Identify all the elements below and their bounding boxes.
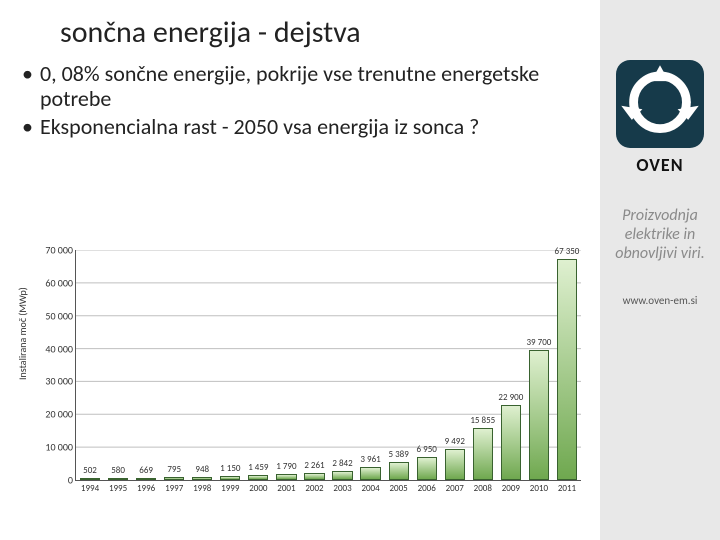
data-label: 1 150 [220, 463, 240, 474]
x-tick-label: 2001 [277, 483, 295, 494]
bar [389, 462, 409, 480]
brand-name: OVEN [606, 154, 714, 176]
y-tick-label: 70 000 [45, 244, 73, 257]
x-tick-label: 2003 [333, 483, 351, 494]
bar [220, 476, 240, 480]
y-tick-label: 60 000 [45, 276, 73, 289]
data-label: 2 261 [304, 460, 324, 471]
data-label: 6 950 [417, 444, 437, 455]
y-axis-label: Instalirana moč (MWp) [16, 287, 29, 380]
brand-logo [616, 60, 704, 148]
x-tick-label: 2010 [530, 483, 548, 494]
data-label: 1 459 [248, 462, 268, 473]
y-tick-label: 30 000 [45, 375, 73, 388]
bullet-list: 0, 08% sončne energije, pokrije vse tren… [22, 61, 600, 139]
bar [80, 478, 100, 480]
x-tick-label: 2011 [558, 483, 576, 494]
x-tick-label: 2007 [446, 483, 464, 494]
data-label: 948 [195, 464, 209, 475]
data-label: 669 [139, 465, 153, 476]
data-label: 22 900 [498, 392, 523, 403]
data-label: 67 350 [555, 246, 580, 257]
x-tick-label: 2002 [305, 483, 323, 494]
plot-area: 502199458019956691996795199794819981 150… [75, 250, 581, 481]
bar [108, 478, 128, 480]
page-title: sončna energija - dejstva [60, 14, 600, 51]
bars-container: 502199458019956691996795199794819981 150… [76, 250, 581, 480]
data-label: 2 842 [332, 458, 352, 469]
slide: sončna energija - dejstva 0, 08% sončne … [0, 0, 720, 540]
bar [304, 473, 324, 480]
bullet-item: 0, 08% sončne energije, pokrije vse tren… [22, 61, 600, 112]
x-tick-label: 1999 [221, 483, 239, 494]
x-tick-label: 1996 [137, 483, 155, 494]
bar [136, 478, 156, 480]
brand-tagline: Proizvodnja elektrike in obnovljivi viri… [606, 206, 714, 264]
y-tick-label: 50 000 [45, 309, 73, 322]
bar [417, 457, 437, 480]
bar [557, 259, 577, 480]
data-label: 9 492 [445, 436, 465, 447]
x-tick-label: 1998 [193, 483, 211, 494]
bar [248, 475, 268, 480]
bar [501, 405, 521, 480]
data-label: 39 700 [526, 337, 551, 348]
bar [360, 467, 380, 480]
bar [276, 474, 296, 480]
bar [332, 471, 352, 480]
x-tick-label: 2000 [249, 483, 267, 494]
data-label: 3 961 [360, 454, 380, 465]
data-label: 15 855 [470, 415, 495, 426]
main-area: sončna energija - dejstva 0, 08% sončne … [0, 0, 600, 540]
sidebar: OVEN Proizvodnja elektrike in obnovljivi… [600, 0, 720, 540]
x-tick-label: 2004 [361, 483, 379, 494]
data-label: 580 [111, 465, 125, 476]
y-tick-label: 0 [68, 474, 73, 487]
bar [445, 449, 465, 480]
brand-url: www.oven-em.si [606, 294, 714, 307]
bullet-item: Eksponencialna rast - 2050 vsa energija … [22, 114, 600, 139]
x-tick-label: 1995 [109, 483, 127, 494]
data-label: 1 790 [276, 461, 296, 472]
bar [529, 350, 549, 480]
data-label: 5 389 [388, 449, 408, 460]
bar [473, 428, 493, 480]
bar [164, 477, 184, 480]
chart: Instalirana moč (MWp) 502199458019956691… [20, 240, 585, 520]
bar [192, 477, 212, 480]
y-tick-label: 20 000 [45, 408, 73, 421]
x-tick-label: 1997 [165, 483, 183, 494]
data-label: 795 [167, 464, 181, 475]
x-tick-label: 2005 [390, 483, 408, 494]
x-tick-label: 2008 [474, 483, 492, 494]
y-tick-label: 10 000 [45, 441, 73, 454]
x-tick-label: 2009 [502, 483, 520, 494]
data-label: 502 [83, 465, 97, 476]
x-tick-label: 2006 [418, 483, 436, 494]
y-tick-label: 40 000 [45, 342, 73, 355]
x-tick-label: 1994 [81, 483, 99, 494]
